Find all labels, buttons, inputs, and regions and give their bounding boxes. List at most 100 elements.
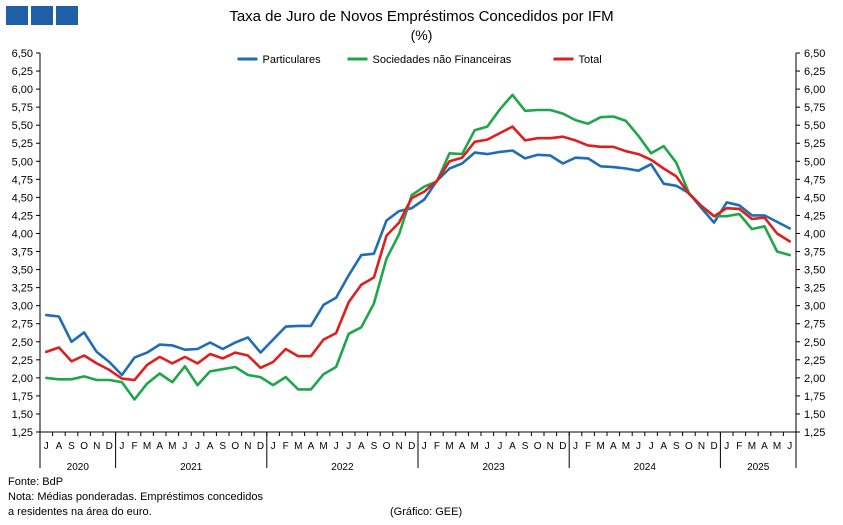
x-month-label: O <box>231 441 239 452</box>
x-month-label: A <box>156 441 163 452</box>
y-tick-label-left: 6,50 <box>12 48 33 60</box>
x-month-label: D <box>106 441 113 452</box>
x-month-label: S <box>68 441 75 452</box>
y-tick-label-left: 4,50 <box>12 192 33 204</box>
y-tick-label-right: 3,00 <box>804 301 825 313</box>
x-month-label: F <box>736 441 742 452</box>
x-month-label: J <box>182 441 187 452</box>
y-tick-label-left: 5,00 <box>12 156 33 168</box>
x-month-label: O <box>80 441 88 452</box>
x-month-label: J <box>346 441 351 452</box>
x-month-label: N <box>698 441 705 452</box>
y-tick-label-left: 1,50 <box>12 409 33 421</box>
legend-label-1: Sociedades não Financeiras <box>373 54 512 66</box>
y-tick-label-left: 5,75 <box>12 102 33 114</box>
x-month-label: J <box>497 441 502 452</box>
y-tick-label-right: 1,50 <box>804 409 825 421</box>
series-line-2 <box>44 125 792 382</box>
x-month-label: D <box>710 441 717 452</box>
x-month-label: A <box>660 441 667 452</box>
y-tick-label-right: 4,25 <box>804 210 825 222</box>
y-tick-label-right: 3,75 <box>804 247 825 259</box>
x-month-label: O <box>534 441 542 452</box>
x-month-label: O <box>383 441 391 452</box>
x-month-label: A <box>509 441 516 452</box>
x-month-label: J <box>573 441 578 452</box>
x-year-label: 2021 <box>180 462 203 473</box>
x-month-label: O <box>685 441 693 452</box>
x-month-label: N <box>244 441 251 452</box>
y-tick-label-right: 2,25 <box>804 355 825 367</box>
x-month-label: N <box>395 441 402 452</box>
x-year-label: 2024 <box>634 462 657 473</box>
x-month-label: J <box>195 441 200 452</box>
x-year-label: 2025 <box>747 462 770 473</box>
x-month-label: A <box>207 441 214 452</box>
footer-credit: (Gráfico: GEE) <box>390 506 463 518</box>
y-tick-label-left: 1,25 <box>12 427 33 439</box>
x-month-label: S <box>522 441 529 452</box>
y-tick-label-right: 4,00 <box>804 228 825 240</box>
y-tick-label-left: 6,25 <box>12 66 33 78</box>
y-tick-label-right: 6,00 <box>804 84 825 96</box>
y-tick-label-right: 2,50 <box>804 337 825 349</box>
x-month-label: M <box>445 441 453 452</box>
x-month-label: S <box>219 441 226 452</box>
logo-square-icon <box>31 6 53 25</box>
x-month-label: A <box>308 441 315 452</box>
x-month-label: A <box>610 441 617 452</box>
x-month-label: J <box>334 441 339 452</box>
x-month-label: M <box>143 441 151 452</box>
x-month-label: M <box>319 441 327 452</box>
logo-square-icon <box>56 6 78 25</box>
y-tick-label-left: 2,25 <box>12 355 33 367</box>
x-year-label: 2023 <box>482 462 505 473</box>
series-line-0 <box>44 149 792 377</box>
legend-label-0: Particulares <box>263 54 322 66</box>
x-month-label: J <box>271 441 276 452</box>
x-month-label: N <box>547 441 554 452</box>
y-tick-label-left: 6,00 <box>12 84 33 96</box>
y-tick-label-left: 4,00 <box>12 228 33 240</box>
x-month-label: D <box>257 441 264 452</box>
legend-label-2: Total <box>579 54 602 66</box>
chart-title: Taxa de Juro de Novos Empréstimos Conced… <box>229 8 614 25</box>
y-tick-label-right: 1,75 <box>804 391 825 403</box>
x-month-label: M <box>471 441 479 452</box>
y-tick-label-right: 5,00 <box>804 156 825 168</box>
x-month-label: A <box>56 441 63 452</box>
chart-subtitle: (%) <box>410 27 433 43</box>
y-tick-label-left: 2,50 <box>12 337 33 349</box>
y-tick-label-left: 3,75 <box>12 247 33 259</box>
y-tick-label-left: 5,25 <box>12 138 33 150</box>
x-month-label: S <box>371 441 378 452</box>
y-tick-label-right: 4,75 <box>804 174 825 186</box>
y-tick-label-right: 3,50 <box>804 265 825 277</box>
x-month-label: A <box>459 441 466 452</box>
x-month-label: F <box>585 441 591 452</box>
x-month-label: F <box>131 441 137 452</box>
x-month-label: J <box>724 441 729 452</box>
x-year-label: 2020 <box>67 462 90 473</box>
x-month-label: M <box>597 441 605 452</box>
x-month-label: J <box>44 441 49 452</box>
y-tick-label-left: 1,75 <box>12 391 33 403</box>
x-month-label: J <box>649 441 654 452</box>
y-tick-label-right: 2,00 <box>804 373 825 385</box>
x-month-label: M <box>748 441 756 452</box>
y-tick-label-left: 2,75 <box>12 319 33 331</box>
x-month-label: J <box>422 441 427 452</box>
x-month-label: M <box>168 441 176 452</box>
footer-source: Fonte: BdP <box>8 476 64 488</box>
logo-square-icon <box>6 6 28 25</box>
x-month-label: J <box>119 441 124 452</box>
footer-note-line2: a residentes na área do euro. <box>8 506 152 518</box>
y-tick-label-right: 6,50 <box>804 48 825 60</box>
x-month-label: J <box>636 441 641 452</box>
footer-note-line1: Nota: Médias ponderadas. Empréstimos con… <box>8 491 263 503</box>
x-month-label: A <box>761 441 768 452</box>
x-month-label: F <box>283 441 289 452</box>
x-month-label: A <box>358 441 365 452</box>
x-month-label: M <box>294 441 302 452</box>
y-tick-label-right: 5,50 <box>804 120 825 132</box>
